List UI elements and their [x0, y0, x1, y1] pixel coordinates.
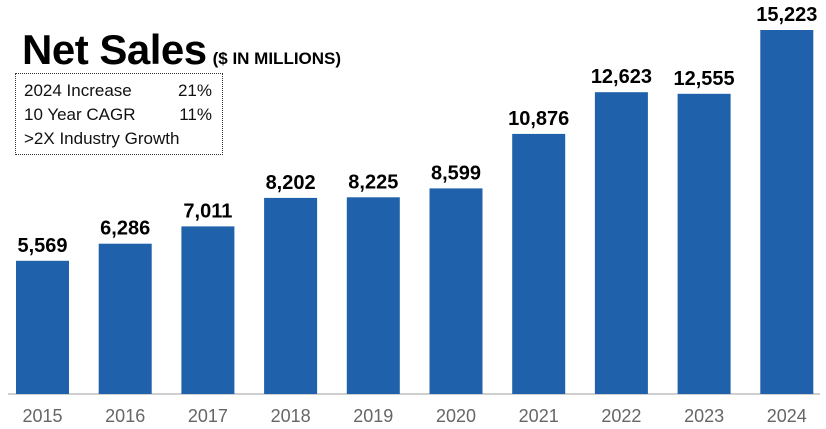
x-tick-label-2021: 2021: [519, 406, 559, 426]
bar-2019: [346, 197, 400, 394]
x-tick-label-2017: 2017: [188, 406, 228, 426]
value-label-2015: 5,569: [17, 235, 67, 257]
value-label-2018: 8,202: [266, 172, 316, 194]
chart-subtitle: ($ IN MILLIONS): [212, 49, 342, 68]
stats-row-increase: 2024 Increase 21%: [24, 79, 212, 103]
stats-label: 10 Year CAGR: [24, 105, 136, 124]
x-tick-label-2024: 2024: [767, 406, 807, 426]
x-tick-label-2018: 2018: [271, 406, 311, 426]
bar-2018: [264, 197, 318, 394]
bar-2022: [594, 92, 648, 394]
stats-row-cagr: 10 Year CAGR 11%: [24, 103, 212, 127]
stats-value: 11%: [179, 105, 212, 124]
value-label-2023: 12,555: [674, 68, 735, 90]
chart-title: Net Sales: [22, 26, 207, 73]
bar-2021: [512, 133, 566, 394]
value-label-2017: 7,011: [183, 200, 232, 222]
x-tick-label-2023: 2023: [684, 406, 724, 426]
bar-2017: [181, 226, 235, 394]
value-label-2024: 15,223: [756, 4, 817, 26]
x-tick-label-2019: 2019: [353, 406, 393, 426]
stats-label: >2X Industry Growth: [24, 129, 180, 148]
x-tick-label-2016: 2016: [105, 406, 145, 426]
bar-2024: [760, 30, 814, 394]
stats-row-industry: >2X Industry Growth: [24, 127, 212, 151]
x-tick-label-2022: 2022: [601, 406, 641, 426]
bar-2015: [16, 260, 69, 394]
stats-value: 21%: [177, 81, 212, 100]
value-label-2021: 10,876: [508, 108, 569, 130]
x-tick-label-2015: 2015: [22, 406, 62, 426]
bar-2020: [429, 188, 483, 394]
bar-2016: [98, 243, 152, 394]
x-tick-label-2020: 2020: [436, 406, 476, 426]
x-tick-labels-group: 2015 2016 2017 2018 2019 2020 2021 2022 2023 2024: [22, 406, 806, 426]
chart-title-block: Net Sales ($ IN MILLIONS): [22, 26, 341, 74]
stats-box: 2024 Increase 21% 10 Year CAGR 11% >2X I…: [15, 73, 223, 155]
value-label-2019: 8,225: [348, 171, 398, 193]
value-label-2022: 12,623: [591, 66, 652, 88]
value-label-2020: 8,599: [431, 162, 481, 184]
bars-group: [16, 30, 814, 395]
value-label-2016: 6,286: [100, 218, 150, 240]
stats-label: 2024 Increase: [24, 81, 132, 100]
bar-2023: [677, 93, 731, 395]
value-labels-group: 5,569 6,286 7,011 8,202 8,225 8,599 10,876 12,6…: [17, 4, 817, 257]
